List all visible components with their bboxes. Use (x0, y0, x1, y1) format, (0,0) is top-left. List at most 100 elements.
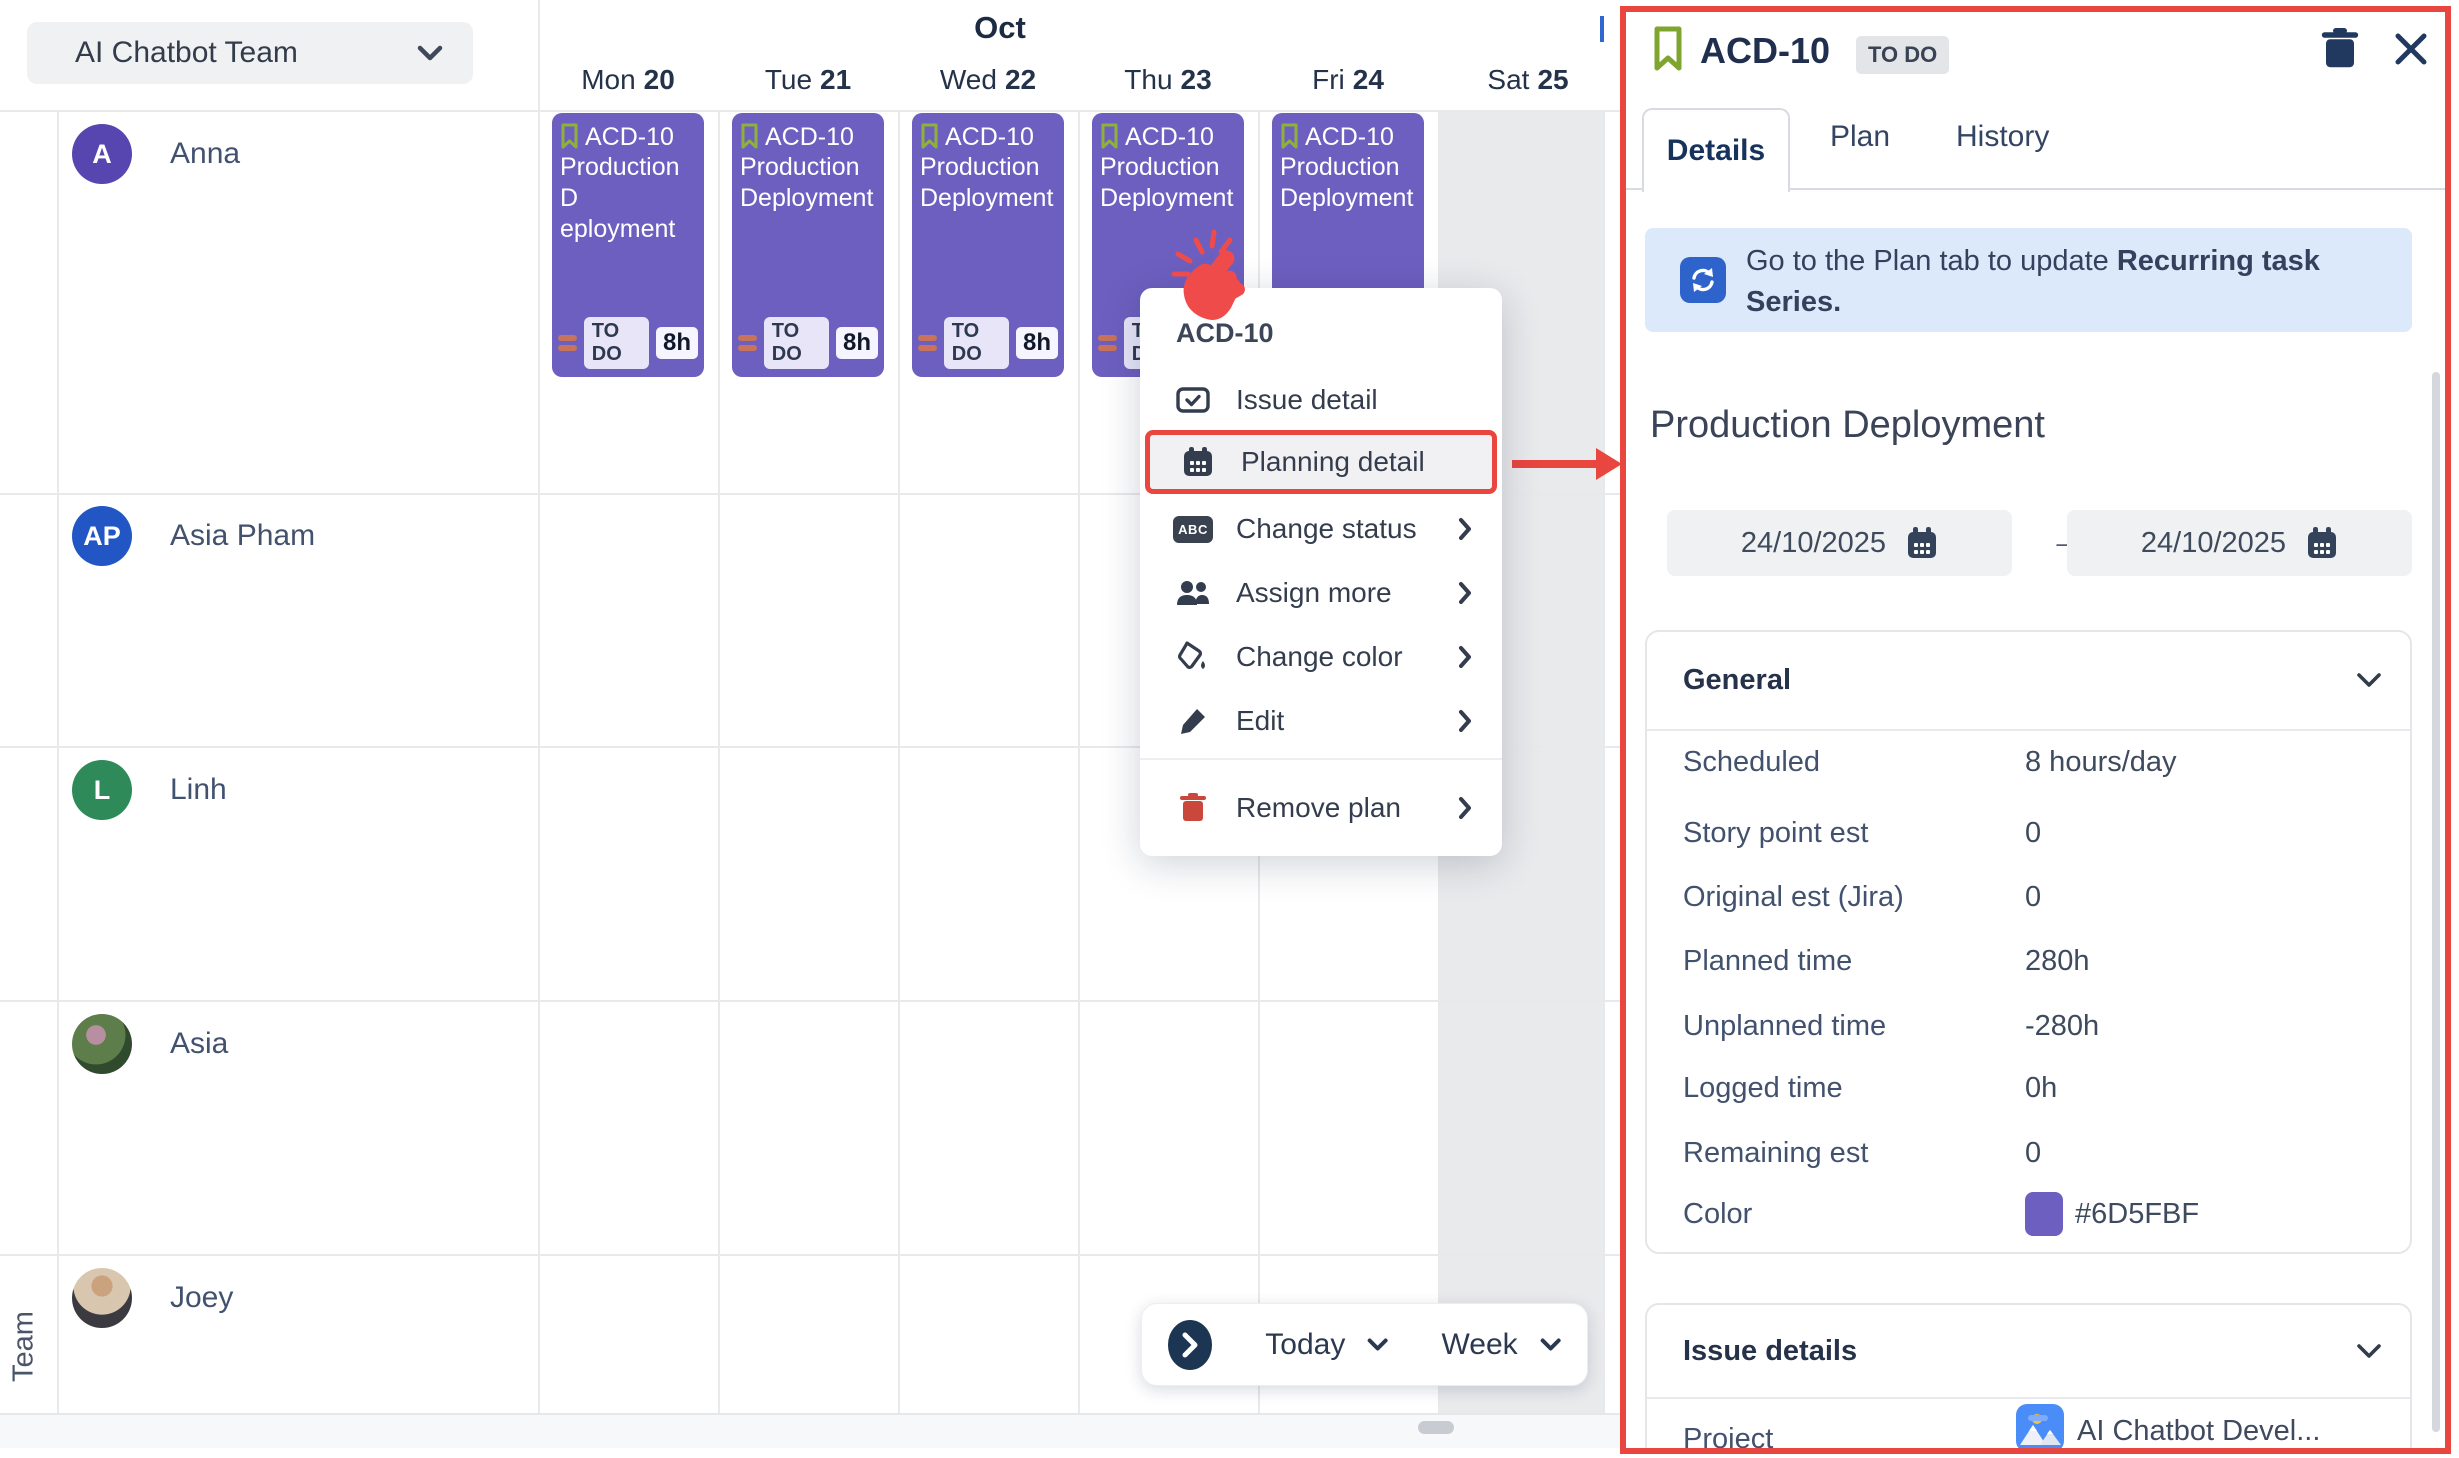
day-header: Thu 23 (1078, 64, 1258, 96)
avatar: AP (72, 506, 132, 566)
card-title-line: Production (920, 153, 1040, 181)
field-label: Remaining est (1683, 1137, 1869, 1169)
next-period-button[interactable] (1168, 1319, 1213, 1370)
grid-line (1603, 110, 1605, 1413)
grid-line (538, 0, 540, 1413)
grid-line (0, 110, 1620, 112)
chevron-down-icon[interactable] (1367, 1337, 1388, 1352)
issue-title: Production Deployment (1650, 404, 2045, 446)
day-date: 24 (1352, 64, 1384, 95)
general-section: General Scheduled 8 hours/day Story point… (1645, 630, 2412, 1254)
priority-icon (918, 335, 937, 351)
project-value[interactable]: AI Chatbot Devel... (2077, 1415, 2321, 1447)
day-name: Sat (1487, 64, 1530, 95)
context-menu: ACD-10 Issue detail Planning detail ABC … (1140, 288, 1502, 856)
task-card[interactable]: ACD-10 Production D eployment TO DO 8h (552, 113, 704, 377)
menu-item-edit[interactable]: Edit (1140, 689, 1502, 753)
member-row-joey[interactable]: Joey (72, 1268, 233, 1328)
menu-item-issue-detail[interactable]: Issue detail (1140, 368, 1502, 432)
chevron-down-icon (417, 45, 443, 61)
annotation-arrow (1512, 460, 1600, 468)
menu-item-remove-plan[interactable]: Remove plan (1140, 776, 1502, 840)
trash-icon (1176, 793, 1210, 823)
tab-details[interactable]: Details (1642, 108, 1790, 192)
member-row-anna[interactable]: A Anna (72, 124, 240, 184)
color-swatch[interactable] (2025, 1192, 2063, 1236)
member-name: Anna (170, 137, 241, 170)
day-header: Tue 21 (718, 64, 898, 96)
grid-line (718, 110, 720, 1413)
day-name: Tue (764, 64, 813, 95)
menu-item-assign-more[interactable]: Assign more (1140, 561, 1502, 625)
today-button[interactable]: Today (1265, 1327, 1346, 1361)
field-row: Remaining est 0 (1647, 1123, 2410, 1187)
field-value: 0 (2025, 881, 2042, 913)
hours-badge: 8h (835, 327, 878, 359)
grid-line (898, 110, 900, 1413)
team-selector[interactable]: AI Chatbot Team (27, 22, 473, 84)
day-header: Wed 22 (898, 64, 1078, 96)
tab-history[interactable]: History (1956, 120, 2050, 153)
panel-issue-key: ACD-10 (1700, 30, 1831, 71)
close-icon[interactable] (2392, 30, 2430, 68)
sync-icon (1680, 257, 1726, 303)
calendar-icon (2308, 527, 2337, 558)
bookmark-icon (1101, 123, 1118, 149)
field-value: 280h (2025, 945, 2090, 977)
menu-item-label: Edit (1236, 705, 1285, 736)
card-key: ACD-10 (945, 123, 1034, 151)
member-row-linh[interactable]: L Linh (72, 760, 227, 820)
month-label: Oct (974, 10, 1026, 45)
panel-scrollbar[interactable] (2432, 372, 2440, 1432)
start-date-field[interactable]: 24/10/2025 (1667, 510, 2012, 576)
timeline-marker (1600, 16, 1604, 42)
bookmark-icon (1654, 26, 1682, 71)
member-row-asia[interactable]: Asia (72, 1014, 228, 1074)
team-axis-label: Team (7, 1311, 40, 1382)
chevron-right-icon (1459, 646, 1471, 668)
avatar (72, 1268, 132, 1328)
end-date-field[interactable]: 24/10/2025 (2067, 510, 2412, 576)
field-row: Unplanned time -280h (1647, 996, 2410, 1060)
tab-plan[interactable]: Plan (1830, 120, 1891, 153)
chevron-down-icon[interactable] (2356, 1343, 2382, 1359)
context-menu-title: ACD-10 (1176, 318, 1274, 348)
day-name: Mon (581, 64, 636, 95)
menu-item-change-status[interactable]: ABC Change status (1140, 497, 1502, 561)
chevron-right-icon (1459, 797, 1471, 819)
field-value: -280h (2025, 1010, 2100, 1042)
bookmark-icon (561, 123, 578, 149)
bookmark-icon (921, 123, 938, 149)
field-value: 0h (2025, 1072, 2058, 1104)
grid-line (0, 1000, 1620, 1002)
menu-item-label: Remove plan (1236, 792, 1401, 823)
annotation-arrow-head (1596, 448, 1622, 480)
menu-item-change-color[interactable]: Change color (1140, 625, 1502, 689)
menu-item-label: Assign more (1236, 577, 1392, 608)
planning-detail-panel: ACD-10 TO DO Details Plan History Go to … (1620, 6, 2451, 1454)
end-date-value: 24/10/2025 (2140, 526, 2287, 559)
member-row-asia-pham[interactable]: AP Asia Pham (72, 506, 315, 566)
chevron-down-icon[interactable] (2356, 672, 2382, 688)
start-date-value: 24/10/2025 (1740, 526, 1887, 559)
field-label: Color (1683, 1198, 1753, 1230)
avatar (72, 1014, 132, 1074)
grid-line (0, 1254, 1620, 1256)
card-title-line: Production (1100, 153, 1220, 181)
grid-line (1078, 110, 1080, 1413)
day-header: Sat 25 (1438, 64, 1618, 96)
section-divider (1647, 1397, 2410, 1399)
card-title-line: Production (1280, 153, 1400, 181)
trash-icon[interactable] (2320, 28, 2360, 70)
week-view-button[interactable]: Week (1441, 1327, 1518, 1361)
banner-text-bold: Recurring task (2116, 245, 2320, 277)
bookmark-icon (1281, 123, 1298, 149)
member-name: Joey (170, 1281, 234, 1314)
horizontal-scrollbar[interactable] (1418, 1421, 1454, 1434)
chevron-down-icon[interactable] (1540, 1337, 1561, 1352)
card-key: ACD-10 (1305, 123, 1394, 151)
menu-item-planning-detail[interactable]: Planning detail (1145, 430, 1497, 494)
